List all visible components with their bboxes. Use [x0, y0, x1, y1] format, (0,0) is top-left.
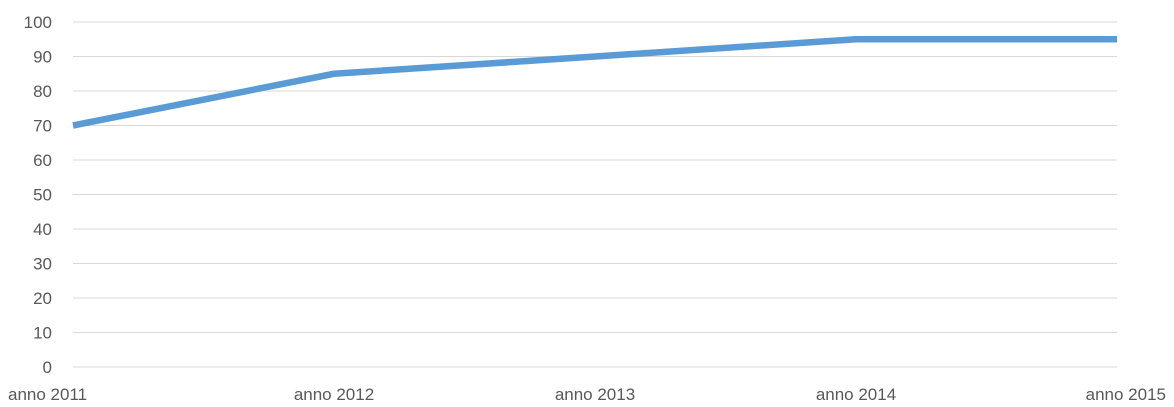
x-tick-label: anno 2014 [816, 385, 896, 404]
y-tick-label: 10 [33, 324, 52, 343]
y-tick-label: 50 [33, 186, 52, 205]
y-tick-label: 40 [33, 220, 52, 239]
series-lines [72, 36, 1118, 129]
gridlines [73, 21, 1117, 368]
y-tick-label: 0 [43, 358, 52, 377]
y-tick-label: 20 [33, 289, 52, 308]
y-tick-label: 60 [33, 151, 52, 170]
y-tick-label: 90 [33, 48, 52, 67]
x-tick-label: anno 2012 [294, 385, 374, 404]
y-tick-label: 80 [33, 82, 52, 101]
y-tick-label: 100 [24, 13, 52, 32]
y-tick-label: 70 [33, 117, 52, 136]
series-line [72, 36, 1117, 129]
y-tick-label: 30 [33, 255, 52, 274]
y-axis-tick-labels: 0 10 20 30 40 50 60 70 80 90 100 [24, 13, 52, 377]
x-axis-tick-labels: anno 2011 anno 2012 anno 2013 anno 2014 anno… [8, 385, 1166, 404]
x-tick-label: anno 2011 [8, 385, 87, 404]
x-tick-label: anno 2015 [1086, 385, 1166, 404]
x-tick-label: anno 2013 [555, 385, 635, 404]
